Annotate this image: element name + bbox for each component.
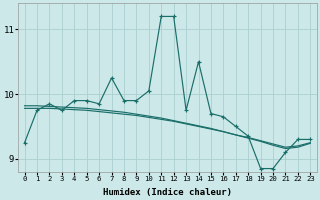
X-axis label: Humidex (Indice chaleur): Humidex (Indice chaleur): [103, 188, 232, 197]
